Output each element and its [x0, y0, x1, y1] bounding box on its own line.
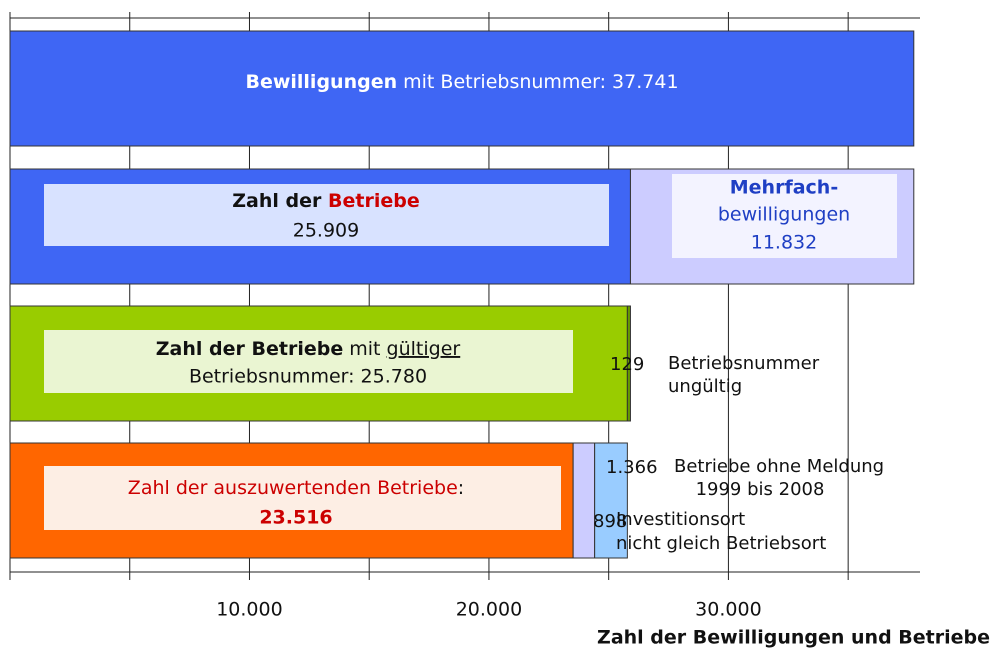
bar-label: Bewilligungen mit Betriebsnummer: 37.741 [245, 71, 678, 93]
bar-segment [9, 30, 915, 147]
bar-segment [626, 305, 631, 422]
note: Investitionsort [616, 509, 745, 530]
x-tick-label: 10.000 [216, 599, 282, 621]
bar-label: Zahl der auszuwertenden Betriebe: [128, 477, 464, 499]
value-label: 129 [610, 354, 644, 375]
x-axis-title: Zahl der Bewilligungen und Betriebe [597, 627, 990, 649]
x-tick-label: 30.000 [695, 599, 761, 621]
label-box [44, 184, 609, 246]
note: ungültig [668, 376, 742, 397]
bar-label: Zahl der Betriebe mit gültiger [156, 338, 461, 360]
value-label: 898 [593, 511, 627, 532]
bar-label: Zahl der Betriebe [232, 190, 419, 212]
label-part: mit Betriebsnummer: 37.741 [397, 71, 678, 93]
bar-segment [572, 442, 596, 559]
bar-label: Mehrfach- [730, 177, 838, 199]
bar-label: bewilligungen [718, 204, 850, 226]
bar-label: 25.909 [293, 220, 359, 242]
label-part: Zahl der Betriebe [156, 338, 343, 360]
bar-segment [594, 442, 628, 559]
note: nicht gleich Betriebsort [616, 533, 826, 554]
bar-label: Betriebsnummer: 25.780 [189, 366, 427, 388]
label-part: gültiger [387, 338, 461, 360]
segment-labels: Bewilligungen mit Betriebsnummer: 37.741… [44, 71, 990, 649]
bar-label: 11.832 [751, 232, 817, 254]
x-tick-label: 20.000 [456, 599, 522, 621]
label-part: Betriebe [328, 190, 420, 212]
label-part: Zahl der auszuwertenden Betriebe [128, 477, 458, 499]
label-part: Bewilligungen [245, 71, 397, 93]
value-label: 1.366 [606, 457, 658, 478]
bar-label: 23.516 [259, 507, 332, 529]
label-box [44, 330, 573, 393]
label-box [44, 466, 561, 530]
label-part: mit [343, 338, 386, 360]
label-part: : [458, 477, 464, 499]
note: 1999 bis 2008 [696, 479, 825, 500]
note: Betriebsnummer [668, 353, 820, 374]
label-part: Zahl der [232, 190, 328, 212]
note: Betriebe ohne Meldung [674, 456, 884, 477]
label-box [672, 174, 897, 258]
